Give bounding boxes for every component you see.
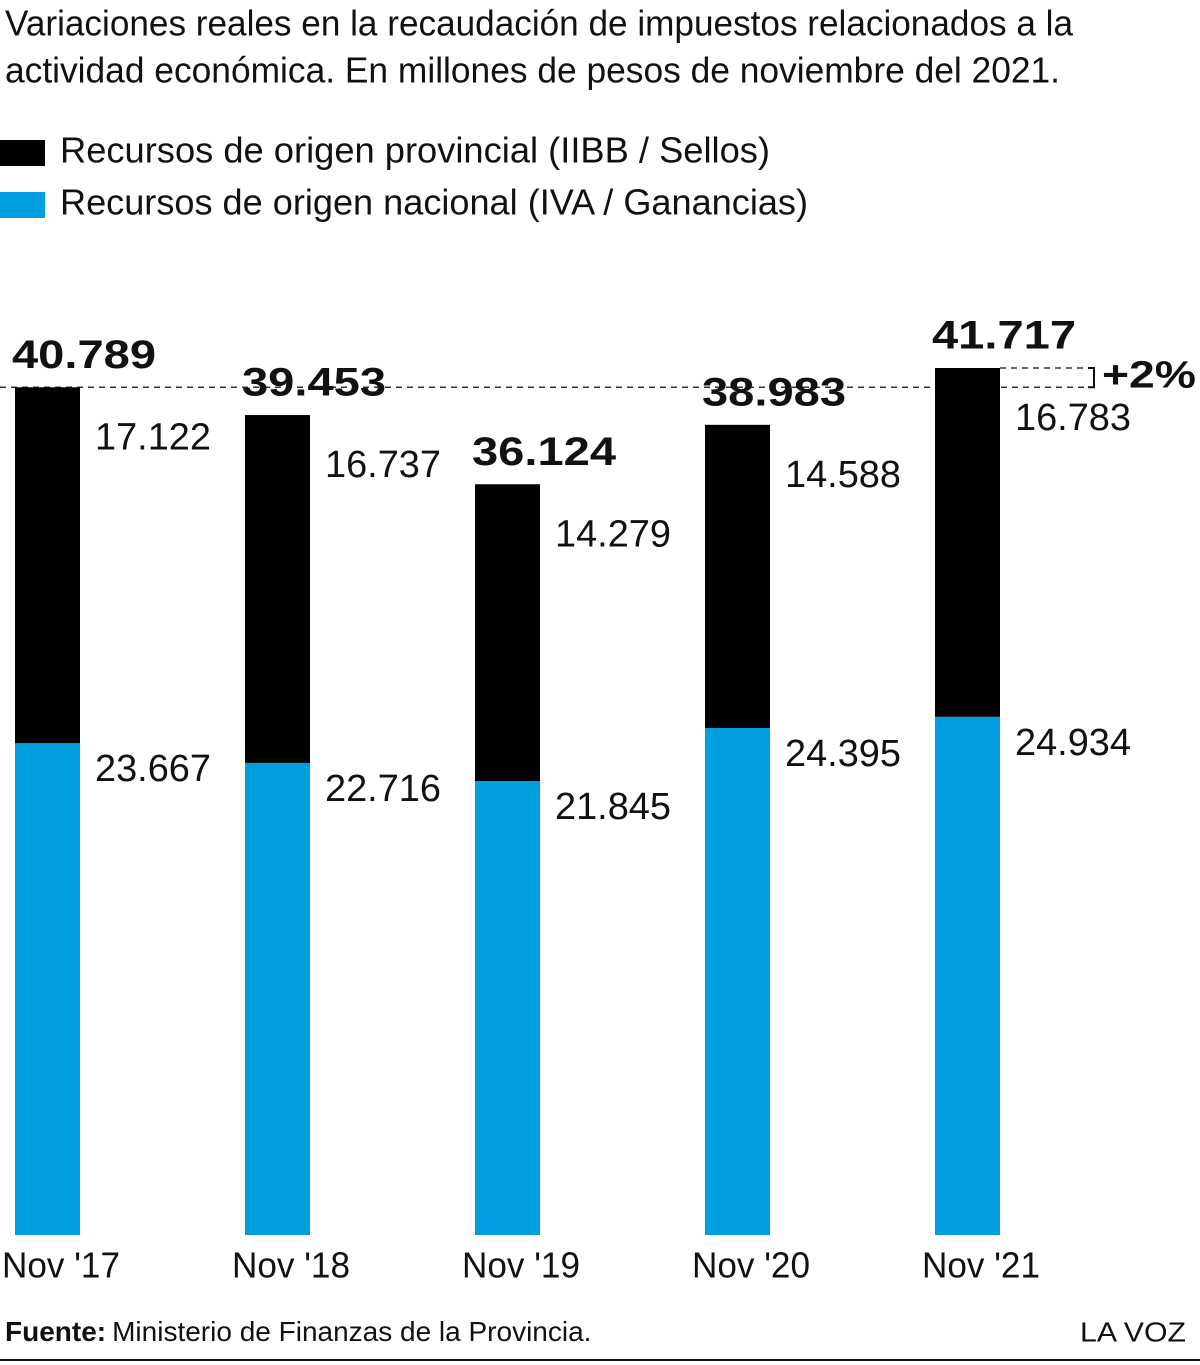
value-label: 17.122 xyxy=(95,416,211,458)
source: Fuente: Ministerio de Finanzas de la Prov… xyxy=(5,1316,591,1347)
chart-title: Variaciones reales en la recaudación de … xyxy=(5,3,1074,44)
total-label: 38.983 xyxy=(702,370,846,414)
value-label: 16.737 xyxy=(325,444,441,486)
credit: LA VOZ xyxy=(1080,1316,1186,1347)
source-text: Ministerio de Finanzas de la Provincia. xyxy=(112,1316,591,1347)
value-label: 24.395 xyxy=(785,733,901,775)
x-tick-label: Nov '20 xyxy=(692,1245,810,1286)
bar-segment xyxy=(245,762,310,1235)
total-label: 41.717 xyxy=(932,314,1076,358)
bar-segment xyxy=(15,743,80,1235)
total-label: 40.789 xyxy=(12,333,156,377)
x-tick-label: Nov '17 xyxy=(2,1245,120,1286)
bar-segment xyxy=(935,716,1000,1235)
value-label: 14.588 xyxy=(785,454,901,496)
bar-segment xyxy=(245,415,310,763)
value-label: 23.667 xyxy=(95,748,211,790)
x-tick-label: Nov '19 xyxy=(462,1245,580,1286)
value-label: 14.279 xyxy=(555,513,671,555)
x-tick-label: Nov '21 xyxy=(922,1245,1040,1286)
annotation: +2% xyxy=(1102,355,1196,397)
bar-segment xyxy=(705,424,770,729)
bar-segment xyxy=(15,387,80,744)
bar-segment xyxy=(475,484,540,781)
total-label: 39.453 xyxy=(242,361,386,405)
legend-swatch xyxy=(0,140,45,166)
value-label: 22.716 xyxy=(325,768,441,810)
value-label: 24.934 xyxy=(1015,722,1131,764)
value-label: 16.783 xyxy=(1015,397,1131,439)
bracket xyxy=(1088,367,1095,389)
legend-swatch xyxy=(0,192,45,218)
chart-title: actividad económica. En millones de peso… xyxy=(5,50,1060,91)
value-label: 21.845 xyxy=(555,786,671,828)
bar-segment xyxy=(475,780,540,1235)
x-tick-label: Nov '18 xyxy=(232,1245,350,1286)
bar-segment xyxy=(935,368,1000,717)
legend-label: Recursos de origen nacional (IVA / Ganan… xyxy=(60,182,808,223)
bar-segment xyxy=(705,728,770,1235)
total-label: 36.124 xyxy=(472,430,617,474)
legend-label: Recursos de origen provincial (IIBB / Se… xyxy=(60,130,770,171)
source-label: Fuente: xyxy=(5,1316,106,1347)
